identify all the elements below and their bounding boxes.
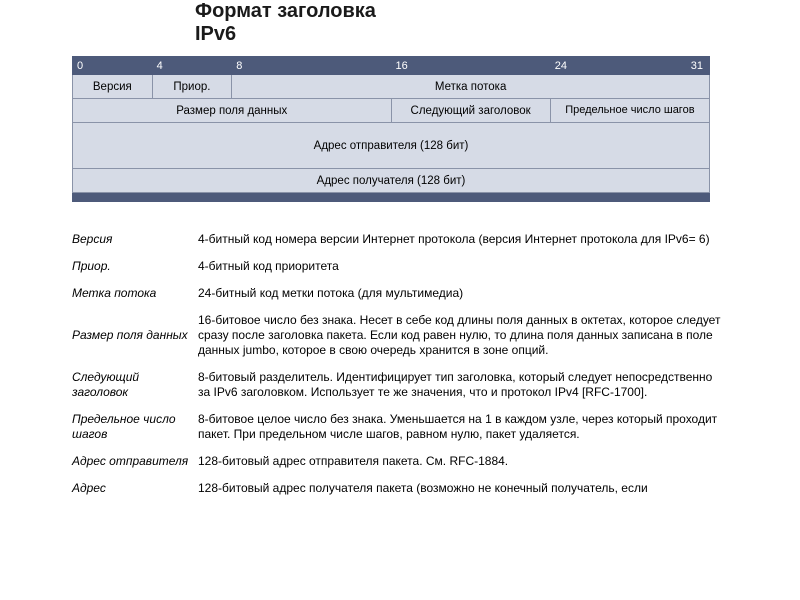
header-table: 0 4 8 16 24 31 Версия Приор. Метка поток… xyxy=(72,56,710,202)
desc-term: Приор. xyxy=(72,253,198,280)
desc-term: Адрес xyxy=(72,475,198,502)
desc-def: 128-битовый адрес получателя пакета (воз… xyxy=(198,475,732,502)
table-row: Метка потока 24-битный код метки потока … xyxy=(72,280,732,307)
bit-scale-row: 0 4 8 16 24 31 xyxy=(73,57,710,75)
header-bottom-bar xyxy=(73,193,710,202)
bit-8: 8 xyxy=(232,57,391,75)
desc-def: 128-битовый адрес отправителя пакета. См… xyxy=(198,448,732,475)
desc-def: 4-битный код приоритета xyxy=(198,253,732,280)
desc-def: 8-битовый разделитель. Идентифицирует ти… xyxy=(198,364,732,406)
desc-term: Метка потока xyxy=(72,280,198,307)
field-destination-address: Адрес получателя (128 бит) xyxy=(73,169,710,193)
bit-16: 16 xyxy=(391,57,550,75)
ipv6-header-diagram: 0 4 8 16 24 31 Версия Приор. Метка поток… xyxy=(72,56,710,202)
bit-24: 24 xyxy=(550,57,630,75)
desc-def: 4-битный код номера версии Интернет прот… xyxy=(198,226,732,253)
header-row-4: Адрес получателя (128 бит) xyxy=(73,169,710,193)
field-source-address: Адрес отправителя (128 бит) xyxy=(73,123,710,169)
title-line-2: IPv6 xyxy=(195,23,236,45)
table-row: Адрес отправителя 128-битовый адрес отпр… xyxy=(72,448,732,475)
field-descriptions: Версия 4-битный код номера версии Интерн… xyxy=(72,226,732,502)
table-row: Адрес 128-битовый адрес получателя пакет… xyxy=(72,475,732,502)
field-next-header: Следующий заголовок xyxy=(391,99,550,123)
field-priority: Приор. xyxy=(152,75,232,99)
desc-term: Предельное число шагов xyxy=(72,406,198,448)
table-row: Предельное число шагов 8-битовое целое ч… xyxy=(72,406,732,448)
desc-term: Размер поля данных xyxy=(72,307,198,364)
bit-4: 4 xyxy=(152,57,232,75)
field-hop-limit: Предельное число шагов xyxy=(550,99,709,123)
table-row: Приор. 4-битный код приоритета xyxy=(72,253,732,280)
desc-term: Адрес отправителя xyxy=(72,448,198,475)
page-title: Формат заголовка IPv6 xyxy=(195,0,376,46)
header-row-1: Версия Приор. Метка потока xyxy=(73,75,710,99)
field-version: Версия xyxy=(73,75,153,99)
desc-def: 24-битный код метки потока (для мультиме… xyxy=(198,280,732,307)
field-payload-length: Размер поля данных xyxy=(73,99,392,123)
bit-31: 31 xyxy=(630,57,710,75)
table-row: Следующий заголовок 8-битовый разделител… xyxy=(72,364,732,406)
header-row-3: Адрес отправителя (128 бит) xyxy=(73,123,710,169)
page: Формат заголовка IPv6 0 4 8 16 24 31 Вер… xyxy=(0,0,800,600)
desc-term: Следующий заголовок xyxy=(72,364,198,406)
header-row-2: Размер поля данных Следующий заголовок П… xyxy=(73,99,710,123)
descriptions-table: Версия 4-битный код номера версии Интерн… xyxy=(72,226,732,502)
desc-def: 16-битовое число без знака. Несет в себе… xyxy=(198,307,732,364)
table-row: Размер поля данных 16-битовое число без … xyxy=(72,307,732,364)
title-line-1: Формат заголовка xyxy=(195,0,376,22)
table-row: Версия 4-битный код номера версии Интерн… xyxy=(72,226,732,253)
desc-term: Версия xyxy=(72,226,198,253)
field-flow-label: Метка потока xyxy=(232,75,710,99)
bit-0: 0 xyxy=(73,57,153,75)
desc-def: 8-битовое целое число без знака. Уменьша… xyxy=(198,406,732,448)
